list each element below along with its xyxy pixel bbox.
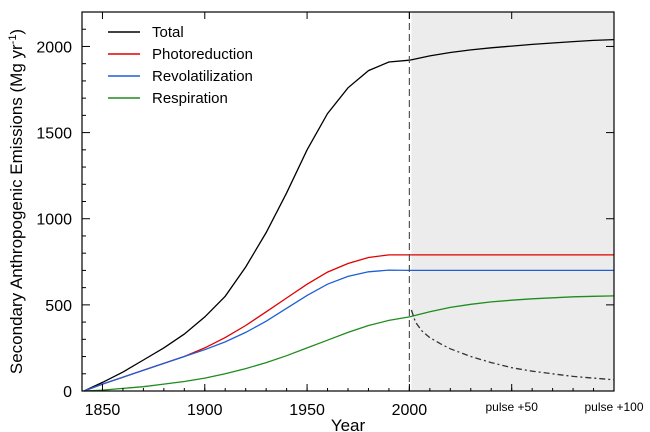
x-tick-label: pulse +50 bbox=[485, 400, 538, 414]
series-line-revolatilization bbox=[83, 269, 614, 392]
y-tick-label: 0 bbox=[63, 384, 72, 401]
y-axis-title-tail: ) bbox=[7, 29, 26, 35]
y-tick-label: 1500 bbox=[36, 126, 72, 143]
y-tick-label: 500 bbox=[45, 298, 72, 315]
legend-label-revolatilization: Revolatilization bbox=[152, 68, 253, 85]
x-tick-label: 2000 bbox=[392, 402, 428, 419]
series-line-pulse-decay bbox=[410, 309, 615, 381]
y-axis-title-sup: -1 bbox=[7, 35, 19, 45]
ticks-layer: 1850 1900 1950 2000 pulse +50 pulse +100 0 500 1… bbox=[36, 12, 644, 419]
series-line-total bbox=[83, 38, 615, 392]
legend-label-respiration: Respiration bbox=[152, 90, 228, 107]
legend-label-photoreduction: Photoreduction bbox=[152, 46, 253, 63]
x-axis-title: Year bbox=[331, 416, 366, 432]
x-tick-label: 1850 bbox=[85, 402, 121, 419]
legend: Total Photoreduction Revolatilization Respi… bbox=[108, 24, 253, 107]
x-tick-label: 1900 bbox=[187, 402, 223, 419]
y-axis-title-main: Secondary Anthropogenic Emissions (Mg yr bbox=[7, 44, 26, 374]
shaded-pulse-region bbox=[411, 12, 614, 391]
series-line-respiration bbox=[83, 295, 615, 392]
y-tick-label: 1000 bbox=[36, 212, 72, 229]
y-tick-label: 2000 bbox=[36, 39, 72, 56]
legend-label-total: Total bbox=[152, 24, 184, 41]
x-tick-label: 1950 bbox=[289, 402, 325, 419]
y-axis-title: Secondary Anthropogenic Emissions (Mg yr… bbox=[7, 29, 26, 374]
series-layer bbox=[83, 38, 615, 392]
x-tick-label: pulse +100 bbox=[584, 400, 643, 414]
